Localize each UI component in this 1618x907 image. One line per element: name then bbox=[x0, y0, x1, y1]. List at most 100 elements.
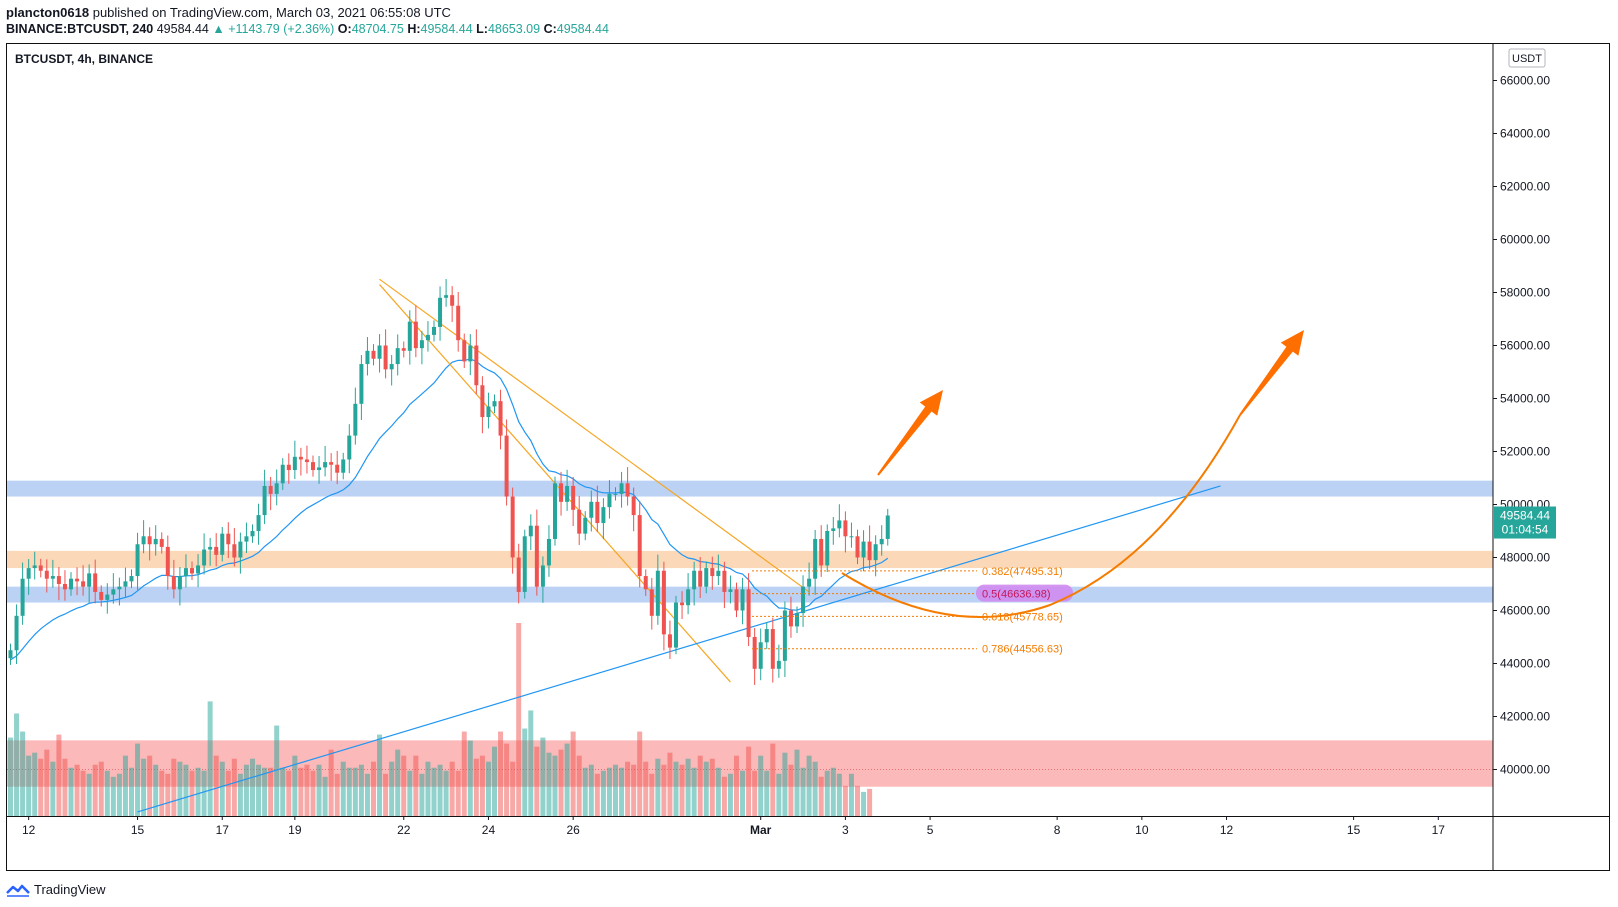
x-tick-label: 10 bbox=[1135, 823, 1149, 837]
x-tick-label: 5 bbox=[927, 823, 934, 837]
y-tick-label: 58000.00 bbox=[1500, 286, 1550, 300]
candle bbox=[365, 350, 370, 365]
candle bbox=[129, 576, 134, 582]
candle bbox=[377, 345, 382, 359]
volume-bar bbox=[38, 758, 44, 816]
candle bbox=[419, 340, 424, 349]
candle bbox=[141, 536, 146, 545]
candle bbox=[292, 456, 297, 471]
candle bbox=[704, 568, 709, 587]
volume-bar bbox=[116, 773, 122, 816]
candle bbox=[788, 610, 793, 627]
high-label: H: bbox=[407, 22, 421, 36]
candle bbox=[480, 385, 485, 418]
volume-bar bbox=[425, 761, 431, 816]
x-tick-label: 3 bbox=[842, 823, 849, 837]
volume-bar bbox=[268, 767, 274, 816]
candle bbox=[250, 531, 255, 537]
volume-bar bbox=[286, 770, 292, 816]
volume-bar bbox=[310, 770, 316, 816]
volume-bar bbox=[691, 767, 697, 816]
volume-bar bbox=[510, 761, 516, 816]
volume-bar bbox=[364, 773, 370, 816]
close-label: C: bbox=[543, 22, 557, 36]
candle bbox=[190, 568, 194, 574]
candle bbox=[38, 565, 43, 571]
candle bbox=[432, 326, 436, 335]
candle bbox=[686, 589, 691, 606]
published-text: published on TradingView.com, March 03, … bbox=[92, 5, 451, 20]
volume-bar bbox=[703, 761, 709, 816]
candle bbox=[752, 637, 757, 669]
volume-bar bbox=[800, 767, 806, 816]
candle bbox=[807, 578, 812, 587]
up-arrow-icon bbox=[1239, 330, 1304, 416]
candle bbox=[667, 634, 672, 648]
volume-bar bbox=[201, 770, 207, 816]
volume-bar bbox=[256, 764, 262, 816]
volume-bar bbox=[546, 752, 552, 816]
candle bbox=[20, 578, 25, 616]
volume-bar bbox=[153, 764, 159, 816]
candle bbox=[208, 546, 213, 550]
author-name[interactable]: plancton0618 bbox=[6, 5, 90, 20]
candle bbox=[764, 629, 769, 643]
volume-bar bbox=[407, 770, 413, 816]
volume-bar bbox=[842, 785, 848, 816]
candle bbox=[438, 297, 443, 327]
candle bbox=[559, 483, 564, 502]
candle bbox=[692, 570, 697, 590]
volume-bar bbox=[740, 770, 746, 816]
candle bbox=[444, 295, 449, 298]
candle bbox=[782, 610, 787, 661]
y-tick-label: 42000.00 bbox=[1500, 710, 1550, 724]
x-tick-label: 15 bbox=[1347, 823, 1361, 837]
volume-bar bbox=[383, 773, 389, 816]
candle bbox=[837, 520, 842, 529]
x-tick-label: 24 bbox=[482, 823, 496, 837]
volume-bar bbox=[594, 773, 600, 816]
volume-bar bbox=[655, 758, 661, 816]
volume-bar bbox=[564, 743, 570, 816]
volume-bar bbox=[449, 761, 455, 816]
x-tick-label: 12 bbox=[1220, 823, 1234, 837]
candle bbox=[232, 544, 237, 558]
volume-bar bbox=[492, 746, 497, 816]
volume-bar bbox=[86, 773, 92, 816]
candle bbox=[468, 345, 473, 362]
candle bbox=[196, 565, 201, 574]
volume-bar bbox=[352, 767, 358, 816]
volume-bar bbox=[570, 731, 576, 816]
volume-bar bbox=[328, 749, 334, 816]
fib-label: 0.5(46636.98) bbox=[982, 589, 1051, 601]
volume-bar bbox=[552, 755, 558, 816]
tradingview-logo-icon bbox=[6, 884, 30, 897]
candle bbox=[674, 602, 678, 648]
volume-bar bbox=[80, 770, 86, 816]
footer-brand[interactable]: TradingView bbox=[34, 881, 106, 897]
price-axis[interactable] bbox=[1493, 44, 1609, 870]
volume-bar bbox=[679, 764, 685, 816]
volume-bar bbox=[8, 737, 13, 816]
candle bbox=[746, 589, 751, 637]
candle bbox=[825, 531, 830, 566]
candle bbox=[716, 570, 721, 577]
currency-label: USDT bbox=[1512, 53, 1542, 65]
currency-button[interactable] bbox=[1508, 48, 1546, 68]
candle bbox=[625, 483, 630, 497]
candle bbox=[450, 295, 455, 306]
volume-bar bbox=[316, 764, 322, 816]
candle bbox=[510, 496, 515, 558]
candle bbox=[135, 544, 140, 577]
volume-bar bbox=[346, 767, 352, 816]
candle bbox=[123, 581, 128, 587]
candle bbox=[710, 568, 715, 577]
volume-bar bbox=[122, 755, 128, 816]
volume-bar bbox=[606, 767, 612, 816]
volume-bar bbox=[485, 761, 491, 816]
candle bbox=[165, 546, 170, 577]
candle bbox=[268, 485, 273, 494]
candle bbox=[407, 321, 412, 351]
high-value: 49584.44 bbox=[420, 22, 473, 36]
